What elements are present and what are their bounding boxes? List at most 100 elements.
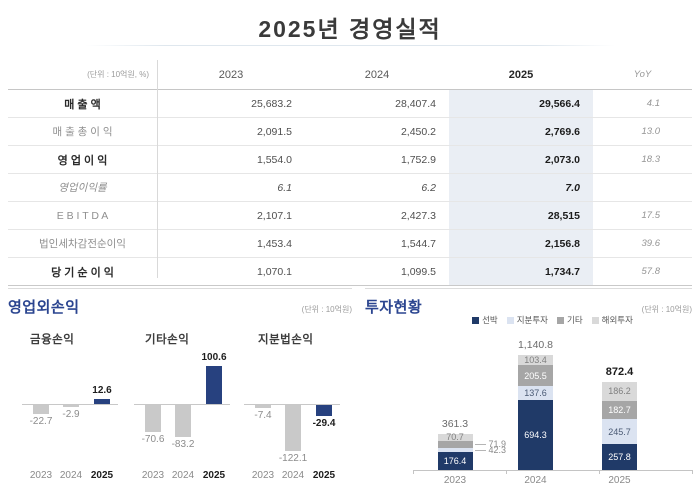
col-header-yoy: YoY bbox=[633, 69, 652, 80]
legend-swatch-other bbox=[557, 316, 564, 324]
financial-table: (단위 : 10억원, %) 2023 2024 2025 YoY 매 출 액 … bbox=[8, 60, 692, 286]
row-label: 매 출 액 bbox=[64, 98, 101, 111]
bar-value-label: -83.2 bbox=[171, 438, 195, 450]
legend-item-ship: 선박 bbox=[472, 314, 498, 326]
value-2025: 2,769.6 bbox=[449, 118, 593, 145]
bar-2024 bbox=[285, 405, 301, 452]
bar-category-label: 2024 bbox=[171, 470, 195, 481]
stack-category-label: 2023 bbox=[443, 475, 467, 486]
value-2023: 2,091.5 bbox=[256, 125, 292, 138]
zero-axis bbox=[22, 404, 118, 405]
bar-value-label: -22.7 bbox=[29, 415, 53, 427]
legend-item-equity: 지분투자 bbox=[506, 314, 548, 326]
stack-segment-지분투자 bbox=[602, 419, 637, 444]
stack-segment-해외투자 bbox=[602, 382, 637, 401]
legend-label: 지분투자 bbox=[516, 315, 548, 325]
bar-value-label: 100.6 bbox=[201, 351, 227, 363]
row-label: 당 기 순 이 익 bbox=[51, 266, 114, 279]
row-label: 법인세차감전순이익 bbox=[39, 238, 126, 250]
value-2024: 2,427.3 bbox=[400, 209, 436, 222]
value-2025: 1,734.7 bbox=[449, 258, 593, 285]
chart-title-other: 기타손익 bbox=[145, 334, 190, 346]
section-title-investment: 투자현황 bbox=[365, 299, 423, 316]
table-column-divider bbox=[157, 60, 158, 278]
stack-segment-지분투자 bbox=[518, 386, 553, 400]
bar-category-label: 2023 bbox=[251, 470, 275, 481]
bar-2025 bbox=[94, 399, 110, 404]
col-header-2023: 2023 bbox=[218, 68, 244, 81]
row-label: 영업이익률 bbox=[58, 182, 107, 194]
value-2024: 2,450.2 bbox=[400, 125, 436, 138]
bar-value-label: -122.1 bbox=[278, 453, 308, 465]
value-2025: 2,156.8 bbox=[449, 230, 593, 257]
segment-value-label: 176.4 bbox=[443, 456, 467, 467]
invest-legend: 선박 지분투자 기타 해외투자 bbox=[413, 314, 692, 326]
segment-value-label: 137.6 bbox=[524, 388, 547, 399]
section-unit-left: (단위 : 10억원) bbox=[301, 305, 352, 314]
zero-axis bbox=[244, 404, 340, 405]
value-yoy: 18.3 bbox=[641, 154, 661, 165]
segment-value-label: 70.7 bbox=[446, 432, 464, 443]
bar-total-label: 1,140.8 bbox=[517, 339, 554, 351]
stack-segment-기타 bbox=[437, 440, 473, 448]
value-yoy: 13.0 bbox=[641, 126, 661, 137]
stack-category-label: 2024 bbox=[524, 475, 547, 486]
bar-2023 bbox=[145, 405, 161, 432]
section-investment: 투자현황 (단위 : 10억원) bbox=[365, 288, 692, 317]
value-2024: 1,544.7 bbox=[400, 237, 436, 250]
segment-value-label: 103.4 bbox=[524, 355, 547, 366]
bar-category-label: 2025 bbox=[312, 470, 336, 481]
legend-swatch-ship bbox=[472, 316, 480, 324]
row-label: E B I T D A bbox=[56, 209, 109, 222]
legend-item-overseas: 해외투자 bbox=[591, 314, 633, 326]
legend-swatch-overseas bbox=[591, 316, 599, 324]
axis-tick bbox=[692, 470, 693, 474]
leader-line bbox=[474, 450, 486, 452]
title-divider bbox=[85, 45, 615, 46]
leader-line bbox=[474, 444, 486, 446]
bar-2024 bbox=[63, 405, 79, 407]
table-row-operating-profit: 영 업 이 익 1,554.0 1,752.9 2,073.0 18.3 bbox=[8, 146, 692, 174]
legend-label: 선박 bbox=[482, 315, 498, 325]
stack-category-label: 2025 bbox=[608, 475, 631, 486]
segment-value-label: 42.3 bbox=[488, 445, 507, 456]
value-2025: 28,515 bbox=[449, 202, 593, 229]
value-2023: 25,683.2 bbox=[251, 97, 292, 110]
bar-category-label: 2025 bbox=[90, 470, 114, 481]
col-header-2024: 2024 bbox=[364, 68, 390, 81]
section-nonoperating: 영업외손익 (단위 : 10억원) bbox=[8, 288, 352, 317]
value-2023: 1,453.4 bbox=[256, 237, 292, 250]
bar-2024 bbox=[175, 405, 191, 437]
value-2024: 1,099.5 bbox=[400, 265, 436, 278]
bar-2025 bbox=[316, 405, 332, 417]
value-2025: 2,073.0 bbox=[449, 146, 593, 173]
table-row-gross-profit: 매 출 총 이 익 2,091.5 2,450.2 2,769.6 13.0 bbox=[8, 118, 692, 146]
bar-value-label: -2.9 bbox=[62, 408, 80, 420]
value-yoy: 39.6 bbox=[641, 238, 661, 249]
stack-segment-해외투자 bbox=[518, 355, 553, 366]
stack-segment-기타 bbox=[602, 400, 637, 420]
legend-label: 해외투자 bbox=[601, 315, 633, 325]
stack-segment-해외투자 bbox=[437, 433, 473, 441]
bar-category-label: 2023 bbox=[141, 470, 165, 481]
segment-value-label: 694.3 bbox=[524, 430, 547, 440]
table-row-pretax-profit: 법인세차감전순이익 1,453.4 1,544.7 2,156.8 39.6 bbox=[8, 230, 692, 258]
legend-label: 기타 bbox=[567, 315, 583, 325]
segment-value-label: 186.2 bbox=[608, 386, 631, 397]
stack-segment-지분투자 bbox=[437, 447, 473, 453]
axis-tick bbox=[599, 470, 600, 474]
table-row-net-profit: 당 기 순 이 익 1,070.1 1,099.5 1,734.7 57.8 bbox=[8, 258, 692, 286]
segment-value-label: 205.5 bbox=[524, 370, 547, 381]
bar-total-label: 872.4 bbox=[605, 366, 634, 379]
table-row-revenue: 매 출 액 25,683.2 28,407.4 29,566.4 4.1 bbox=[8, 90, 692, 118]
legend-swatch-equity bbox=[506, 316, 514, 324]
table-row-ebitda: E B I T D A 2,107.1 2,427.3 28,515 17.5 bbox=[8, 202, 692, 230]
bar-category-label: 2024 bbox=[281, 470, 305, 481]
zero-axis bbox=[134, 404, 230, 405]
stack-segment-선박 bbox=[518, 400, 553, 470]
value-2024: 1,752.9 bbox=[400, 153, 436, 166]
table-row-operating-margin: 영업이익률 6.1 6.2 7.0 bbox=[8, 174, 692, 202]
chart-title-equity-method: 지분법손익 bbox=[258, 334, 314, 346]
stack-segment-기타 bbox=[518, 365, 553, 387]
